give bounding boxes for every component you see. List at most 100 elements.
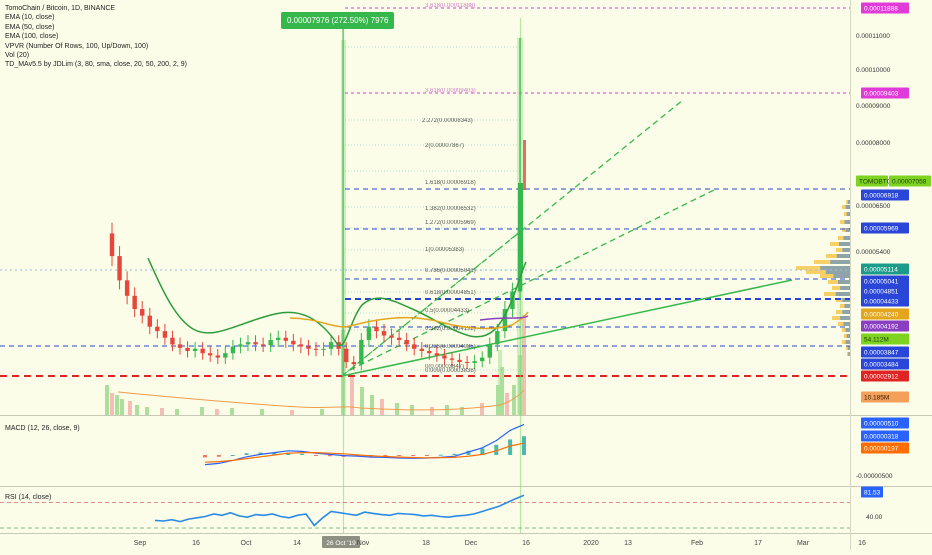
volume-bar xyxy=(260,409,264,415)
macd-histogram-bar xyxy=(508,439,513,455)
time-axis-bg xyxy=(0,533,932,550)
volume-bar xyxy=(200,407,204,415)
candle xyxy=(177,344,183,348)
candle xyxy=(200,348,205,354)
price-tag xyxy=(861,222,909,234)
symbol-tag xyxy=(856,175,888,187)
price-tag-text: 10.185M xyxy=(864,395,889,402)
price-tag-text: 0.00005041 xyxy=(864,279,899,286)
candle xyxy=(109,233,115,257)
fib-label: 0(0.00003847) xyxy=(425,364,464,370)
macd-histogram-bar xyxy=(203,455,207,458)
macd-histogram-bar xyxy=(480,448,485,455)
price-tag-text: 0.00003484 xyxy=(864,362,899,369)
volume-bar xyxy=(512,385,516,415)
volume-bar xyxy=(522,315,526,415)
candle xyxy=(321,348,326,350)
price-tag xyxy=(861,308,909,320)
macd-histogram-bar xyxy=(244,453,249,455)
time-tick-label: 2020 xyxy=(583,540,599,547)
volume-bar xyxy=(230,408,234,415)
volume-bar xyxy=(370,395,374,415)
macd-histogram-bar xyxy=(383,455,388,456)
indicator-td-ma[interactable]: TD_MAv5.5 by JDLim (3, 80, sma, close, 2… xyxy=(5,61,187,69)
indicator-ema50[interactable]: EMA (50, close) xyxy=(5,23,55,31)
chart-legend: TomoChain / Bitcoin, 1D, BINANCE EMA (10… xyxy=(5,4,187,70)
candle xyxy=(412,344,417,349)
candle xyxy=(523,140,526,190)
candle xyxy=(276,337,281,340)
price-tag xyxy=(861,2,909,14)
indicator-volume[interactable]: Vol (20) xyxy=(5,52,30,60)
price-tag-text: 54.112M xyxy=(864,337,889,344)
indicator-vpvr[interactable]: VPVR (Number Of Rows, 100, Up/Down, 100) xyxy=(5,42,149,50)
measure-label: 0.00007976 (272.50%) 7976 xyxy=(281,12,395,29)
candle xyxy=(487,344,492,358)
candle xyxy=(502,309,508,332)
vpvr-row-up xyxy=(844,220,850,224)
macd-tag-text: 0.00000318 xyxy=(864,434,899,441)
candle xyxy=(238,344,243,347)
candle xyxy=(283,337,288,341)
price-tag xyxy=(861,346,909,358)
volume-bar xyxy=(145,407,149,415)
macd-histogram-bar xyxy=(522,436,526,455)
ema10-line xyxy=(147,257,527,347)
price-tag xyxy=(861,295,909,307)
macd-tag xyxy=(861,442,909,454)
price-tag-text: 0.00003847 xyxy=(864,350,899,357)
vpvr-row-up xyxy=(847,346,850,350)
time-tick-label: Mar xyxy=(797,540,810,547)
price-tag-text: 0.00004240 xyxy=(864,312,899,319)
price-tag xyxy=(861,320,909,332)
macd-histogram-bar xyxy=(230,455,235,456)
volume-bar xyxy=(128,401,132,415)
candle xyxy=(253,342,258,345)
time-tick-label: 26 Oct '19 xyxy=(326,540,356,547)
candle xyxy=(449,358,455,360)
volume-bar xyxy=(120,399,124,415)
candle xyxy=(518,183,523,273)
time-tick-label: 16 xyxy=(192,540,200,547)
macd-axis-label: -0.00000500 xyxy=(856,473,893,480)
vpvr-row-up xyxy=(843,236,850,240)
fib-label: 1.382(0.00006532) xyxy=(425,206,476,212)
time-tick-label: Dec xyxy=(465,540,478,547)
candle xyxy=(313,348,319,350)
candle xyxy=(328,342,334,349)
candle xyxy=(223,353,228,358)
price-tag xyxy=(861,391,909,403)
candle xyxy=(404,339,409,345)
volume-bar xyxy=(360,387,364,415)
macd-histogram-bar xyxy=(327,455,332,457)
time-tick-label: 17 xyxy=(754,540,762,547)
volume-bar xyxy=(160,408,164,415)
candle xyxy=(464,362,470,364)
candle xyxy=(298,344,304,347)
time-tick-label: 18 xyxy=(422,540,430,547)
candle xyxy=(419,348,424,351)
macd-histogram-bar xyxy=(466,450,471,455)
symbol-title[interactable]: TomoChain / Bitcoin, 1D, BINANCE xyxy=(5,5,116,12)
price-axis-label: 0.00006500 xyxy=(856,203,891,210)
volume-bar xyxy=(215,409,219,415)
time-tick-label: Oct xyxy=(241,540,252,547)
ema50-line xyxy=(289,311,529,330)
candle xyxy=(366,326,372,340)
time-tick-label: 16 xyxy=(522,540,530,547)
price-tag-text: 0.00011888 xyxy=(864,6,898,13)
fib-label: 0.618(0.00004851) xyxy=(425,290,476,296)
price-tag-text: 0.00006918 xyxy=(864,193,899,200)
macd-histogram-bar xyxy=(452,453,457,455)
volume-bar xyxy=(380,399,384,415)
indicator-ema10[interactable]: EMA (10, close) xyxy=(5,14,55,22)
volume-bar xyxy=(115,395,119,415)
price-tag xyxy=(861,370,909,382)
macd-histogram-bar xyxy=(272,452,277,455)
rsi-title: RSI (14, close) xyxy=(5,494,51,501)
price-tag xyxy=(861,189,909,201)
indicator-ema100[interactable]: EMA (100, close) xyxy=(5,33,59,41)
volume-bar xyxy=(350,375,354,415)
volume-bar xyxy=(445,405,449,415)
